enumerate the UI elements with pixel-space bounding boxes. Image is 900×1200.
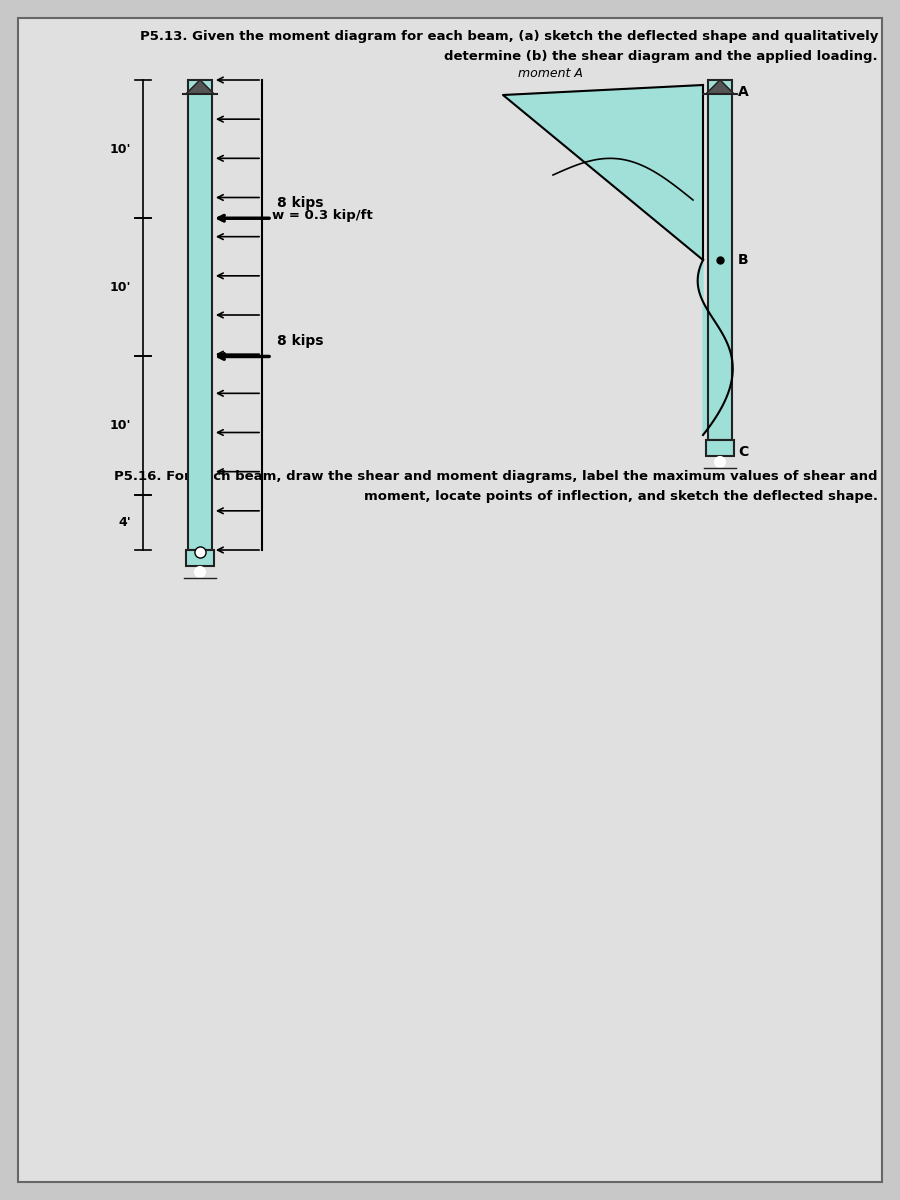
Text: moment A: moment A xyxy=(518,67,583,80)
Text: A: A xyxy=(738,85,749,98)
Text: B: B xyxy=(738,253,749,266)
Text: 10': 10' xyxy=(110,419,131,432)
Polygon shape xyxy=(503,85,703,260)
Text: 10': 10' xyxy=(110,281,131,294)
Circle shape xyxy=(715,457,725,467)
Text: moment, locate points of inflection, and sketch the deflected shape.: moment, locate points of inflection, and… xyxy=(364,490,878,503)
Polygon shape xyxy=(698,260,733,434)
FancyBboxPatch shape xyxy=(708,80,732,440)
Text: P5.16. For each beam, draw the shear and moment diagrams, label the maximum valu: P5.16. For each beam, draw the shear and… xyxy=(114,470,878,482)
Text: w = 0.3 kip/ft: w = 0.3 kip/ft xyxy=(272,209,373,222)
Text: 4': 4' xyxy=(118,516,131,529)
Polygon shape xyxy=(186,80,214,94)
Text: 8 kips: 8 kips xyxy=(277,335,323,348)
Text: 10': 10' xyxy=(110,143,131,156)
Text: determine (b) the shear diagram and the applied loading.: determine (b) the shear diagram and the … xyxy=(445,50,878,62)
FancyBboxPatch shape xyxy=(18,18,882,1182)
FancyBboxPatch shape xyxy=(188,80,212,550)
Text: C: C xyxy=(738,445,748,458)
FancyBboxPatch shape xyxy=(186,550,214,566)
Polygon shape xyxy=(706,80,734,94)
FancyBboxPatch shape xyxy=(706,440,734,456)
Text: P5.13. Given the moment diagram for each beam, (a) sketch the deflected shape an: P5.13. Given the moment diagram for each… xyxy=(140,30,878,43)
Circle shape xyxy=(195,566,205,577)
Text: 8 kips: 8 kips xyxy=(277,197,323,210)
